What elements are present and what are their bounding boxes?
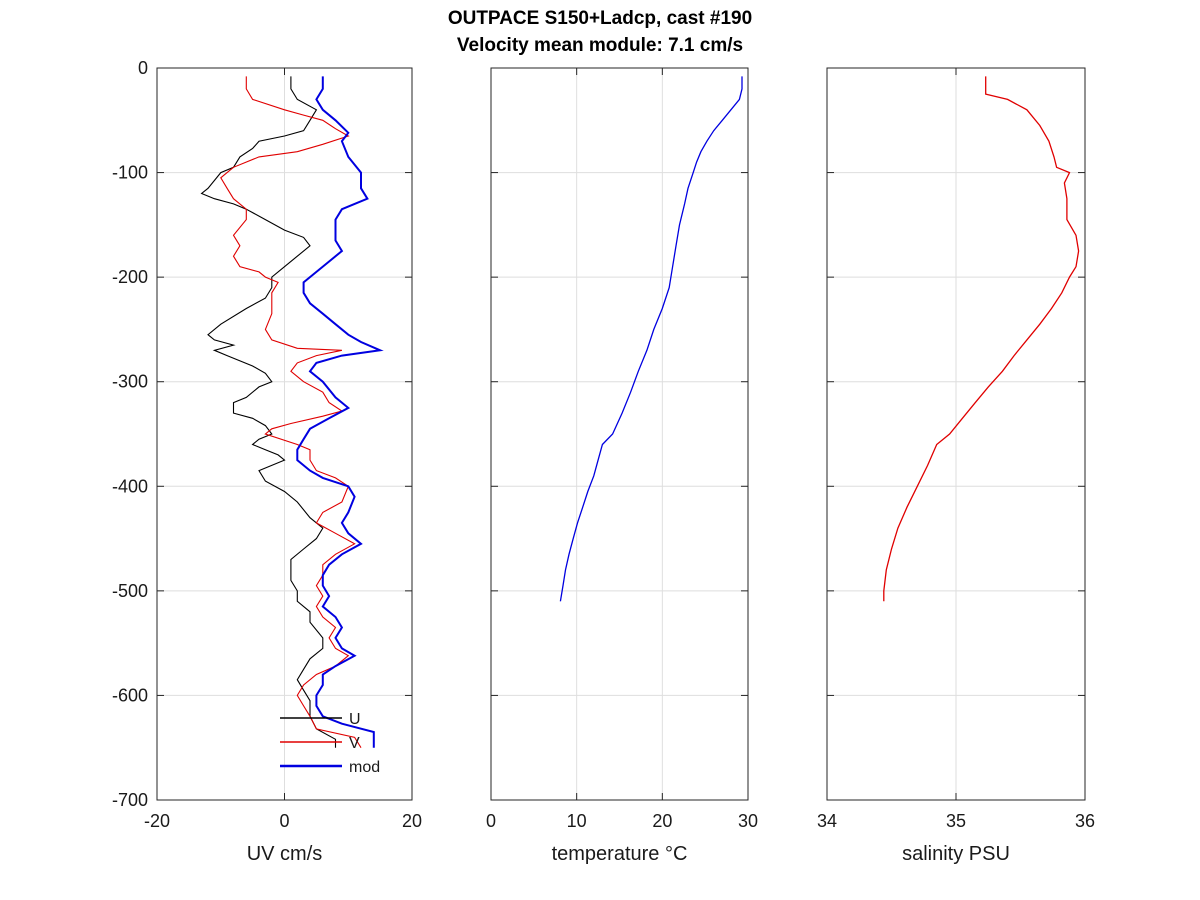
y-tick-label: -700	[112, 790, 148, 810]
figure-title: OUTPACE S150+Ladcp, cast #190	[447, 8, 753, 29]
y-tick-label: -100	[112, 163, 148, 183]
axes-box	[490, 67, 749, 801]
x-tick-label: 20	[652, 811, 672, 831]
y-tick-label: -200	[112, 267, 148, 287]
legend-label-u: U	[349, 711, 361, 728]
series-line-profile	[559, 76, 743, 602]
y-tick-label: -600	[112, 685, 148, 705]
y-tick-label: -300	[112, 372, 148, 392]
y-tick-label: 0	[138, 58, 148, 78]
subplot-3: 34 35 36 salinity PSU	[817, 67, 1095, 865]
x-axis-label: temperature °C	[552, 843, 688, 865]
subplot-2: 0 10 20 30 temperature °C	[486, 67, 758, 865]
x-tick-label: 10	[567, 811, 587, 831]
x-tick-label: 20	[402, 811, 422, 831]
legend-label-v: V	[349, 735, 360, 752]
x-axis-label: UV cm/s	[247, 843, 323, 865]
x-tick-label: 36	[1075, 811, 1095, 831]
series-line-v	[220, 76, 362, 748]
legend-label-mod: mod	[349, 759, 380, 776]
x-tick-label: 0	[279, 811, 289, 831]
x-tick-label: 30	[738, 811, 758, 831]
series-line-u	[200, 76, 337, 748]
series-line-mod	[296, 76, 384, 748]
x-tick-label: 35	[946, 811, 966, 831]
y-tick-label: -400	[112, 476, 148, 496]
y-tick-label: -500	[112, 581, 148, 601]
x-tick-label: 34	[817, 811, 837, 831]
x-tick-label: -20	[144, 811, 170, 831]
series-line-profile	[883, 76, 1080, 602]
x-axis-label: salinity PSU	[902, 843, 1010, 865]
figure-subtitle: Velocity mean module: 7.1 cm/s	[456, 35, 744, 56]
x-tick-label: 0	[486, 811, 496, 831]
